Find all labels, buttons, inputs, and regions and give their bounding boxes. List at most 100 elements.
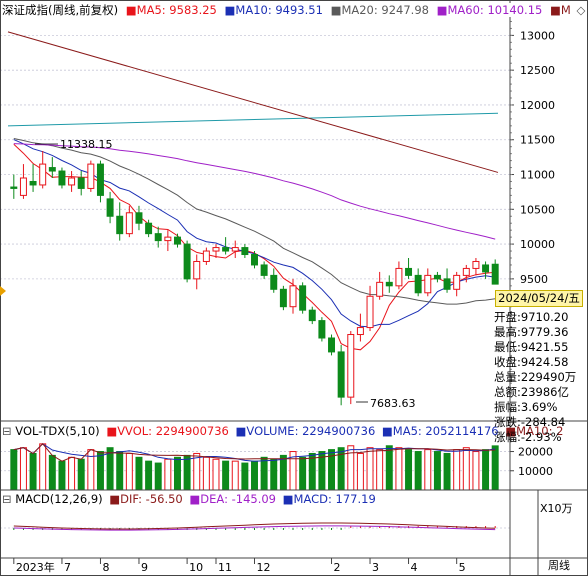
- volume-minus-icon[interactable]: ⊟: [2, 424, 12, 438]
- candle-body[interactable]: [96, 163, 104, 196]
- volume-bar[interactable]: [154, 462, 162, 491]
- candle-body[interactable]: [39, 163, 47, 186]
- candle-body[interactable]: [145, 222, 153, 235]
- candle-body[interactable]: [443, 278, 451, 290]
- candle-body[interactable]: [347, 334, 355, 398]
- candle-body[interactable]: [241, 247, 249, 256]
- volume-indicator-name[interactable]: VOL-TDX(5,10): [15, 424, 100, 438]
- volume-bar[interactable]: [164, 458, 172, 491]
- candle-body[interactable]: [472, 260, 480, 269]
- volume-bar[interactable]: [231, 460, 239, 491]
- candle-body[interactable]: [164, 236, 172, 242]
- candle-body[interactable]: [77, 177, 85, 189]
- volume-bar[interactable]: [58, 460, 66, 491]
- macd-minus-icon[interactable]: ⊟: [2, 492, 12, 506]
- candle-body[interactable]: [154, 233, 162, 242]
- candle-body[interactable]: [19, 177, 27, 196]
- candle-body[interactable]: [193, 260, 201, 280]
- ma-more-label[interactable]: M: [560, 3, 571, 17]
- macd-indicator-name[interactable]: MACD(12,26,9): [15, 492, 103, 506]
- volume-bar[interactable]: [222, 460, 230, 491]
- candle-body[interactable]: [68, 177, 76, 186]
- volume-bar[interactable]: [376, 449, 384, 491]
- volume-bar[interactable]: [308, 452, 316, 491]
- volume-bar[interactable]: [405, 449, 413, 491]
- candle-body[interactable]: [125, 212, 133, 235]
- volume-bar[interactable]: [491, 445, 499, 491]
- volume-bar[interactable]: [10, 449, 18, 491]
- candle-body[interactable]: [395, 267, 403, 287]
- volume-bar[interactable]: [260, 456, 268, 491]
- candle-body[interactable]: [270, 274, 278, 290]
- volume-bar[interactable]: [48, 454, 56, 491]
- volume-bar[interactable]: [279, 454, 287, 491]
- volume-bar[interactable]: [145, 460, 153, 491]
- volume-bar[interactable]: [202, 456, 210, 491]
- volume-bar[interactable]: [251, 460, 258, 491]
- volume-bar[interactable]: [414, 451, 422, 491]
- candle-body[interactable]: [433, 274, 441, 280]
- candle-body[interactable]: [491, 263, 499, 285]
- volume-bar[interactable]: [77, 458, 85, 491]
- ma-more-icon[interactable]: ■: [549, 3, 561, 17]
- candle-body[interactable]: [173, 236, 181, 245]
- volume-bar[interactable]: [39, 443, 47, 491]
- scroll-left-handle-icon[interactable]: [0, 286, 6, 296]
- volume-bar[interactable]: [183, 454, 191, 491]
- candle-body[interactable]: [308, 309, 316, 322]
- volume-bar[interactable]: [395, 447, 403, 491]
- volume-bar[interactable]: [270, 458, 278, 491]
- volume-bar[interactable]: [299, 456, 307, 491]
- candle-body[interactable]: [87, 163, 95, 189]
- candle-body[interactable]: [231, 247, 239, 252]
- candle-body[interactable]: [453, 274, 461, 290]
- candle-body[interactable]: [251, 254, 258, 266]
- volume-bar[interactable]: [462, 447, 470, 491]
- period-label[interactable]: 周线: [548, 558, 570, 572]
- candle-body[interactable]: [414, 274, 422, 294]
- candle-body[interactable]: [116, 215, 124, 235]
- candle-body[interactable]: [405, 267, 413, 276]
- candle-body[interactable]: [10, 186, 18, 189]
- candle-body[interactable]: [48, 167, 56, 172]
- volume-bar[interactable]: [241, 462, 249, 491]
- candle-body[interactable]: [385, 281, 393, 287]
- candle-body[interactable]: [202, 250, 210, 262]
- candle-body[interactable]: [279, 288, 287, 308]
- candle-body[interactable]: [135, 212, 143, 224]
- volume-bar[interactable]: [482, 449, 490, 491]
- candle-body[interactable]: [328, 337, 336, 353]
- volume-bar[interactable]: [385, 445, 393, 491]
- candle-body[interactable]: [376, 281, 384, 297]
- candle-body[interactable]: [212, 247, 220, 252]
- volume-bar[interactable]: [19, 447, 27, 491]
- candle-body[interactable]: [183, 243, 191, 280]
- volume-bar[interactable]: [472, 451, 480, 491]
- volume-bar[interactable]: [68, 456, 76, 491]
- volume-bar[interactable]: [116, 451, 124, 491]
- candle-body[interactable]: [222, 247, 230, 252]
- volume-bar[interactable]: [29, 452, 37, 491]
- candle-body[interactable]: [318, 320, 326, 339]
- volume-bar[interactable]: [366, 447, 374, 491]
- candle-body[interactable]: [424, 274, 432, 294]
- candle-body[interactable]: [462, 267, 470, 276]
- candle-body[interactable]: [337, 351, 345, 398]
- volume-bar[interactable]: [453, 449, 461, 491]
- volume-bar[interactable]: [356, 452, 364, 491]
- candle-body[interactable]: [106, 198, 114, 217]
- volume-bar[interactable]: [424, 449, 432, 491]
- volume-bar[interactable]: [173, 456, 181, 491]
- volume-bar[interactable]: [443, 452, 451, 491]
- candle-body[interactable]: [356, 327, 364, 336]
- diamond-icon[interactable]: ◇: [576, 3, 586, 17]
- volume-bar[interactable]: [135, 456, 143, 491]
- volume-bar[interactable]: [193, 452, 201, 491]
- candle-body[interactable]: [58, 170, 66, 186]
- volume-bar[interactable]: [125, 452, 133, 491]
- candle-body[interactable]: [482, 264, 490, 273]
- candle-body[interactable]: [260, 264, 268, 276]
- candle-body[interactable]: [299, 285, 307, 311]
- volume-bar[interactable]: [87, 449, 95, 491]
